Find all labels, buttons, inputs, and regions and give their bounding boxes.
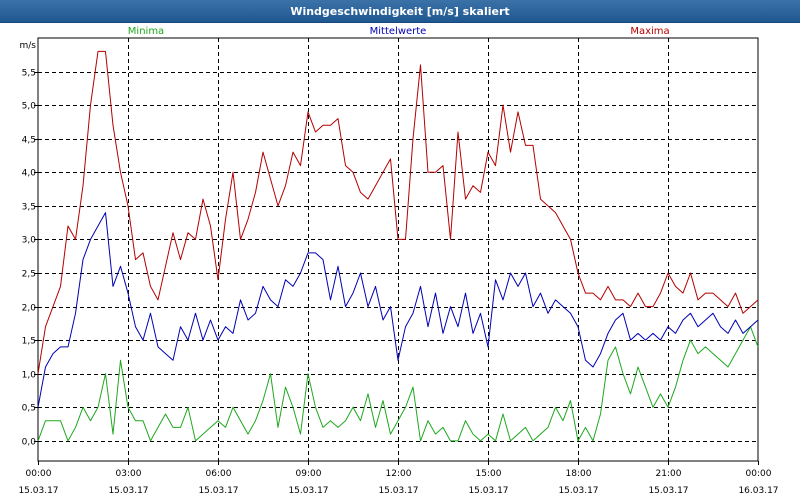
x-tick-time-label: 15:00 [476,469,502,479]
x-tick-time-label: 06:00 [206,469,232,479]
x-tick-time-label: 00:00 [26,469,52,479]
x-tick-time-label: 09:00 [296,469,322,479]
legend-item-mittelwerte: Mittelwerte [370,26,427,37]
y-tick-label: 3,5 [22,203,36,213]
y-tick-label: 2,5 [22,270,36,280]
series-layer [37,50,759,442]
x-tick-date-label: 15.03.17 [18,486,58,496]
y-tick-label: 1,5 [22,337,36,347]
x-tick-time-label: 00:00 [746,469,772,479]
series-line-mittelwerte [37,212,759,408]
y-tick-label: 0,5 [22,404,36,414]
x-tick-date-label: 15.03.17 [468,486,508,496]
y-tick-label: 5,0 [22,102,37,112]
y-tick-label: 4,5 [22,136,36,146]
legend-item-maxima: Maxima [630,26,669,37]
axes: 0,0 0,5 1,0 1,5 2,0 2,5 3,0 3,5 4,0 4,5 5,0 5,5 m/s 0… [18,41,778,496]
x-tick-date-label: 15.03.17 [108,486,148,496]
y-tick-label: 1,0 [22,371,37,381]
legend-item-minima: Minima [128,26,164,37]
y-tick-label: 3,0 [22,236,37,246]
x-tick-date-label: 16.03.17 [738,486,778,496]
y-tick-label: 0,0 [22,438,37,448]
y-tick-label: 4,0 [22,169,37,179]
y-axis-label: m/s [20,41,37,51]
x-tick-time-label: 12:00 [386,469,412,479]
grid-lines [37,37,759,462]
x-tick-date-label: 15.03.17 [198,486,238,496]
x-tick-time-label: 21:00 [656,469,682,479]
x-tick-date-label: 15.03.17 [378,486,418,496]
x-tick-date-label: 15.03.17 [558,486,598,496]
x-tick-date-label: 15.03.17 [648,486,688,496]
x-tick-time-label: 03:00 [116,469,142,479]
y-tick-label: 2,0 [22,304,37,314]
x-tick-time-label: 18:00 [566,469,592,479]
x-tick-date-label: 15.03.17 [288,486,328,496]
chart-title: Windgeschwindigkeit [m/s] skaliert [0,0,800,23]
series-line-maxima [37,50,759,374]
y-tick-label: 5,5 [22,69,36,79]
legend: Minima Mittelwerte Maxima [128,26,670,37]
series-line-minima [37,326,759,442]
